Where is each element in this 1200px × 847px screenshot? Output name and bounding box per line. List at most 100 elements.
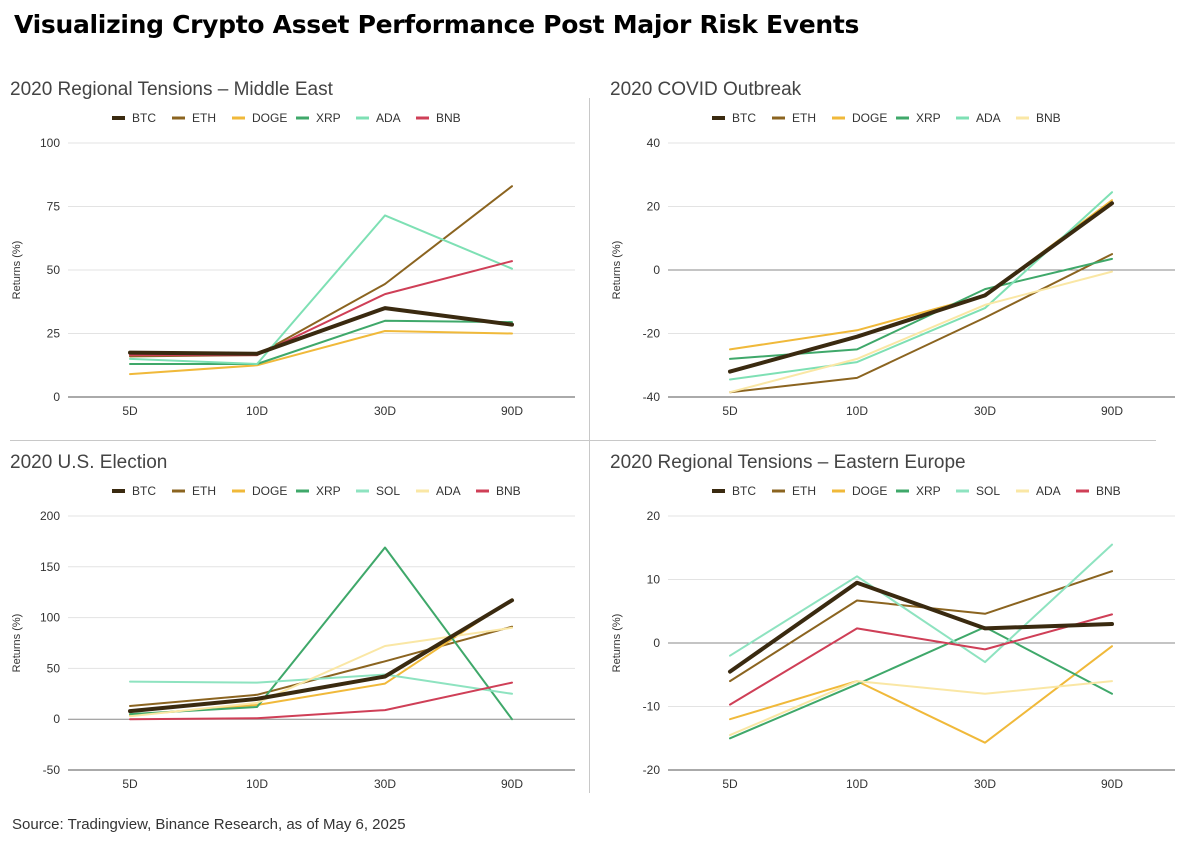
series-line-btc bbox=[128, 306, 514, 356]
legend-label-btc: BTC bbox=[732, 111, 756, 125]
chart-title: 2020 Regional Tensions – Eastern Europe bbox=[610, 452, 966, 473]
chart-title: 2020 U.S. Election bbox=[10, 452, 167, 473]
y-tick-label: 40 bbox=[647, 136, 661, 150]
y-tick-label: 0 bbox=[53, 712, 60, 726]
y-axis-label: Returns (%) bbox=[11, 614, 23, 673]
legend-label-btc: BTC bbox=[732, 484, 756, 498]
series-line-sol bbox=[129, 673, 513, 695]
y-tick-label: -10 bbox=[643, 700, 661, 714]
legend-label-bnb: BNB bbox=[496, 484, 521, 498]
legend-label-bnb: BNB bbox=[1036, 111, 1061, 125]
series-line-eth bbox=[729, 253, 1113, 394]
x-tick-label: 90D bbox=[1101, 404, 1123, 418]
y-axis-label: Returns (%) bbox=[611, 614, 623, 673]
y-tick-label: 200 bbox=[40, 509, 60, 523]
page-title: Visualizing Crypto Asset Performance Pos… bbox=[14, 10, 860, 39]
series-line-xrp bbox=[129, 319, 513, 365]
series-line-bnb bbox=[129, 260, 513, 357]
legend-label-doge: DOGE bbox=[852, 111, 887, 125]
line-chart-us-election: 2020 U.S. Election BTC ETH DOGE XRP SOL ADA BNB… bbox=[10, 452, 575, 791]
x-tick-label: 90D bbox=[1101, 777, 1123, 791]
line-chart-covid-outbreak: 2020 COVID Outbreak BTC ETH DOGE XRP ADA BNB -4… bbox=[610, 79, 1175, 418]
series-line-doge bbox=[129, 598, 513, 717]
legend-label-xrp: XRP bbox=[316, 484, 341, 498]
y-tick-label: -40 bbox=[643, 390, 661, 404]
legend-label-eth: ETH bbox=[792, 484, 816, 498]
x-tick-label: 5D bbox=[722, 404, 738, 418]
legend-label-bnb: BNB bbox=[1096, 484, 1121, 498]
series-line-xrp bbox=[729, 626, 1113, 740]
y-tick-label: 50 bbox=[47, 661, 61, 675]
series-line-xrp bbox=[729, 257, 1113, 360]
series-line-btc bbox=[128, 598, 514, 714]
y-axis-label: Returns (%) bbox=[611, 241, 623, 300]
legend-label-doge: DOGE bbox=[852, 484, 887, 498]
y-tick-label: 100 bbox=[40, 136, 60, 150]
series-line-doge bbox=[729, 199, 1113, 351]
series-line-btc bbox=[728, 201, 1114, 374]
series-line-sol bbox=[729, 543, 1113, 664]
legend-label-eth: ETH bbox=[192, 484, 216, 498]
line-chart-middle-east: 2020 Regional Tensions – Middle East BTC E… bbox=[10, 79, 575, 418]
legend-label-bnb: BNB bbox=[436, 111, 461, 125]
horizontal-divider bbox=[10, 440, 1156, 441]
legend-label-sol: SOL bbox=[376, 484, 400, 498]
series-line-btc bbox=[728, 580, 1114, 674]
series-line-doge bbox=[729, 645, 1113, 744]
y-tick-label: -20 bbox=[643, 763, 661, 777]
legend-label-doge: DOGE bbox=[252, 111, 287, 125]
chart-title: 2020 Regional Tensions – Middle East bbox=[10, 79, 334, 100]
legend-label-ada: ADA bbox=[376, 111, 401, 125]
legend-label-xrp: XRP bbox=[316, 111, 341, 125]
chart-panel-eastern-europe: 2020 Regional Tensions – Eastern Europe B… bbox=[600, 443, 1200, 818]
y-tick-label: 100 bbox=[40, 611, 60, 625]
x-tick-label: 30D bbox=[374, 777, 396, 791]
source-note: Source: Tradingview, Binance Research, a… bbox=[12, 816, 406, 833]
legend-label-btc: BTC bbox=[132, 111, 156, 125]
y-tick-label: 25 bbox=[47, 327, 61, 341]
y-tick-label: 150 bbox=[40, 560, 60, 574]
legend-label-ada: ADA bbox=[1036, 484, 1061, 498]
line-chart-eastern-europe: 2020 Regional Tensions – Eastern Europe B… bbox=[610, 452, 1175, 791]
legend-label-eth: ETH bbox=[192, 111, 216, 125]
legend-label-eth: ETH bbox=[792, 111, 816, 125]
legend-label-btc: BTC bbox=[132, 484, 156, 498]
y-tick-label: 0 bbox=[653, 263, 660, 277]
vertical-divider bbox=[589, 98, 590, 793]
series-line-bnb bbox=[129, 681, 513, 721]
legend-label-doge: DOGE bbox=[252, 484, 287, 498]
chart-title: 2020 COVID Outbreak bbox=[610, 79, 802, 100]
chart-panel-us-election: 2020 U.S. Election BTC ETH DOGE XRP SOL ADA BNB… bbox=[0, 443, 600, 818]
y-tick-label: 50 bbox=[47, 263, 61, 277]
legend-label-ada: ADA bbox=[976, 111, 1001, 125]
y-axis-label: Returns (%) bbox=[11, 241, 23, 300]
y-tick-label: 75 bbox=[47, 200, 61, 214]
x-tick-label: 90D bbox=[501, 777, 523, 791]
series-line-bnb bbox=[729, 613, 1113, 706]
series-line-ada bbox=[729, 680, 1113, 737]
legend-label-xrp: XRP bbox=[916, 111, 941, 125]
legend-label-sol: SOL bbox=[976, 484, 1000, 498]
x-tick-label: 10D bbox=[246, 404, 268, 418]
y-tick-label: 20 bbox=[647, 200, 661, 214]
x-tick-label: 90D bbox=[501, 404, 523, 418]
y-tick-label: 0 bbox=[653, 636, 660, 650]
chart-panel-covid-outbreak: 2020 COVID Outbreak BTC ETH DOGE XRP ADA BNB -4… bbox=[600, 70, 1200, 445]
x-tick-label: 5D bbox=[722, 777, 738, 791]
x-tick-label: 5D bbox=[122, 404, 138, 418]
legend-label-ada: ADA bbox=[436, 484, 461, 498]
chart-panel-middle-east: 2020 Regional Tensions – Middle East BTC E… bbox=[0, 70, 600, 445]
y-tick-label: 20 bbox=[647, 509, 661, 523]
x-tick-label: 5D bbox=[122, 777, 138, 791]
series-line-ada bbox=[129, 214, 513, 365]
y-tick-label: 10 bbox=[647, 573, 661, 587]
x-tick-label: 10D bbox=[846, 777, 868, 791]
x-tick-label: 30D bbox=[974, 777, 996, 791]
series-line-doge bbox=[129, 330, 513, 376]
y-tick-label: -50 bbox=[43, 763, 61, 777]
x-tick-label: 30D bbox=[974, 404, 996, 418]
series-line-bnb bbox=[729, 270, 1113, 394]
x-tick-label: 10D bbox=[846, 404, 868, 418]
legend-label-xrp: XRP bbox=[916, 484, 941, 498]
y-tick-label: 0 bbox=[53, 390, 60, 404]
